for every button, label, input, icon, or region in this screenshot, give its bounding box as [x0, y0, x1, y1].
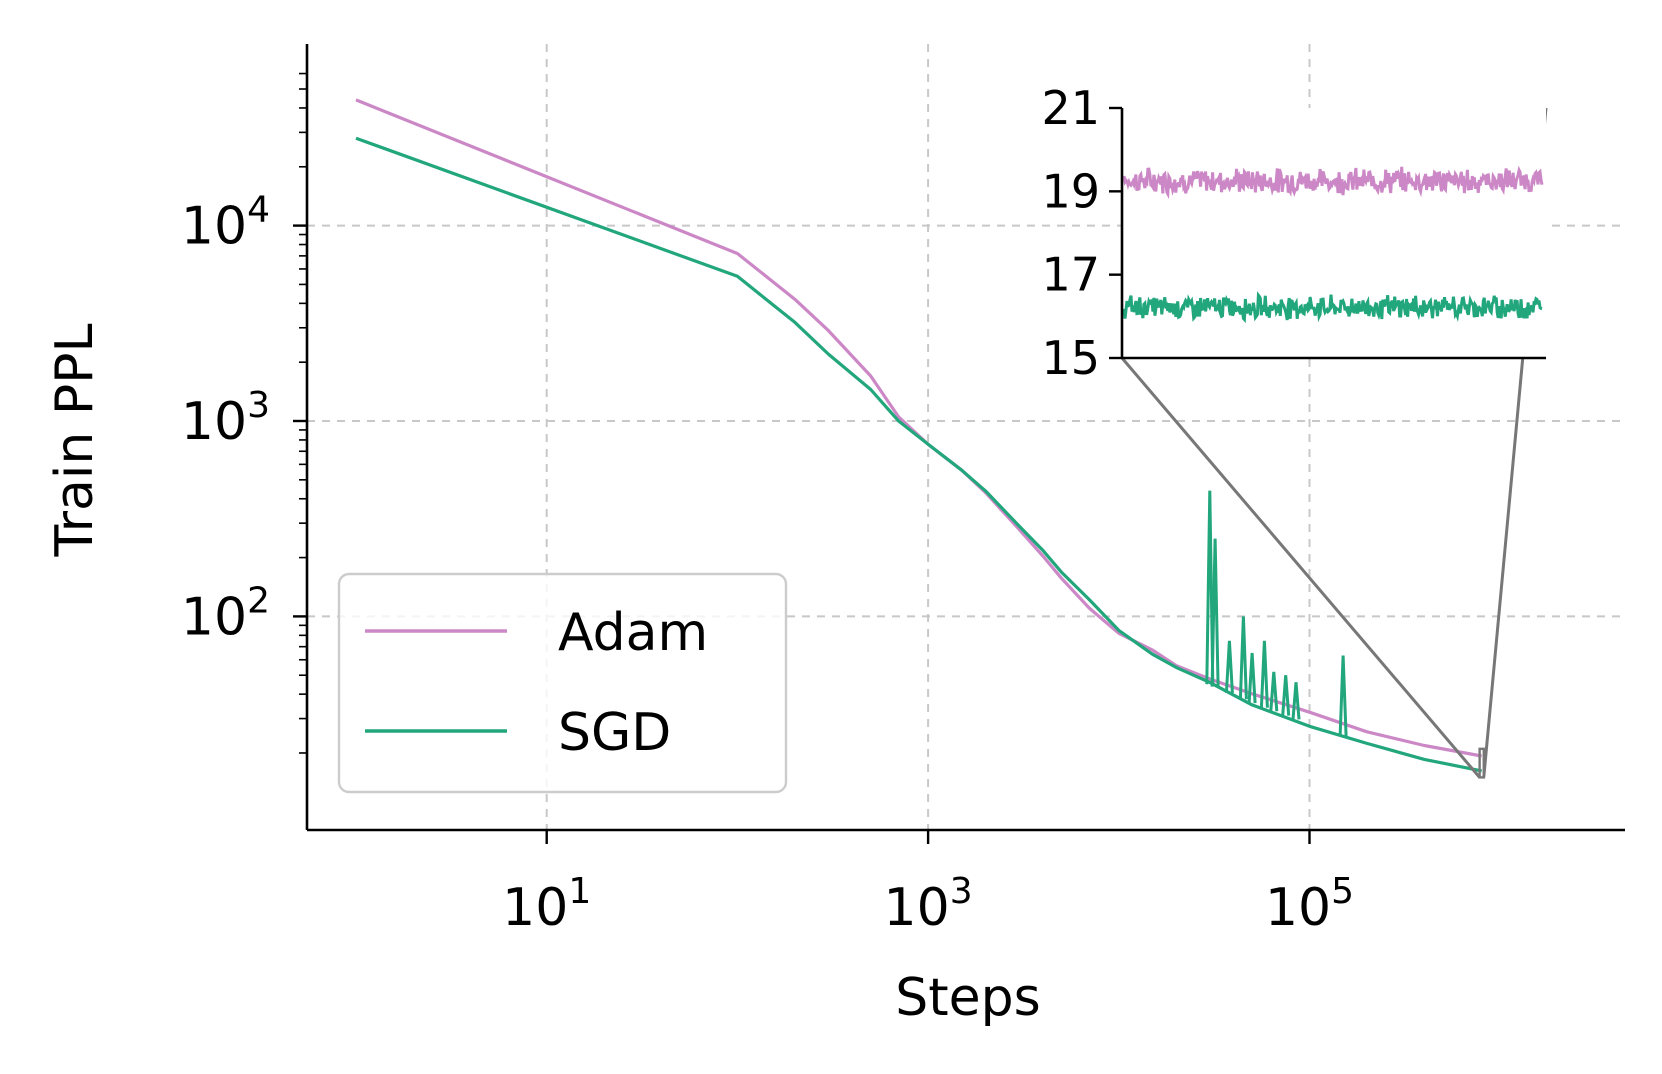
sgd-spike — [1247, 652, 1257, 704]
sgd-spike — [1291, 682, 1301, 720]
legend-sgd-label: SGD — [558, 703, 671, 763]
sgd-spike — [1210, 538, 1220, 687]
zoom-connector-left — [1120, 357, 1481, 779]
y-ticks: 102 103 104 — [181, 190, 307, 647]
inset-y-tick-label: 17 — [1041, 248, 1100, 302]
inset-y-tick-label: 21 — [1041, 81, 1100, 135]
y-tick-label: 102 — [181, 580, 270, 647]
inset-y-tick-label: 19 — [1041, 164, 1100, 218]
sgd-spike — [1281, 675, 1291, 716]
legend: Adam SGD — [337, 572, 788, 794]
inset-background — [1122, 108, 1546, 358]
x-tick-label: 101 — [502, 871, 591, 938]
minor-ticks — [299, 72, 307, 754]
y-tick-label: 104 — [181, 190, 270, 257]
inset-series-sgd-line — [1122, 291, 1543, 324]
sgd-spike — [1224, 640, 1234, 693]
sgd-spike — [1269, 671, 1279, 712]
inset-series-adam-line — [1122, 165, 1544, 200]
legend-adam-label: Adam — [558, 603, 708, 663]
sgd-spike — [1238, 616, 1248, 700]
inset-y-ticks: 15 17 19 21 — [1041, 81, 1122, 385]
y-tick-label: 103 — [181, 385, 270, 452]
inset-series — [1122, 165, 1544, 324]
x-tick-label: 103 — [884, 871, 973, 938]
sgd-spike — [1338, 655, 1348, 737]
legend-frame — [337, 572, 788, 794]
x-tick-label: 105 — [1265, 871, 1354, 938]
main-series — [355, 98, 1483, 773]
inset-y-tick-label: 15 — [1041, 331, 1100, 385]
x-ticks: 101 103 105 — [502, 830, 1354, 938]
x-axis-label: Steps — [895, 968, 1041, 1028]
sgd-spike — [1205, 490, 1215, 685]
y-axis-label: Train PPL — [45, 323, 105, 557]
series-sgd-line — [355, 136, 1483, 773]
series-adam-line — [355, 98, 1482, 758]
sgd-spike — [1259, 640, 1269, 708]
